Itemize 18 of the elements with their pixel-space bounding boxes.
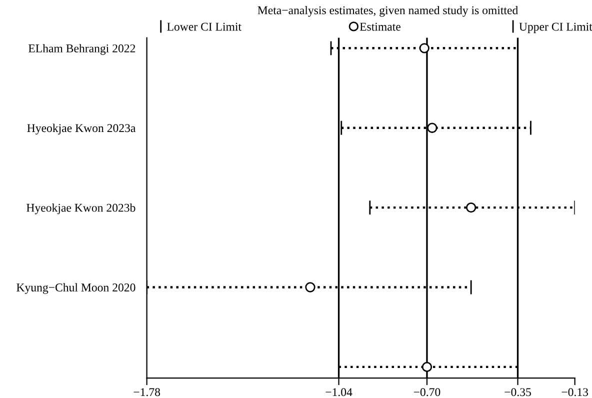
x-tick-label: −1.04 <box>326 388 352 396</box>
x-tick-label: −0.35 <box>504 388 531 396</box>
point <box>427 122 438 133</box>
y-tick-label: Kyung−Chul Moon 2020 <box>16 283 136 294</box>
legend-label: Estimate <box>360 22 400 31</box>
point <box>466 202 476 213</box>
x-tick-label: −0.70 <box>414 388 440 396</box>
point <box>422 362 432 372</box>
x-tick-label: −1.78 <box>134 388 160 396</box>
y-tick-label: Hyeokjae Kwon 2023a <box>27 124 136 135</box>
y-tick-label: ELham Behrangi 2022 <box>28 44 136 55</box>
point <box>305 282 316 292</box>
text: Upper CI Limit <box>519 22 592 34</box>
chart-title: Meta−analysis estimates, given named study is omitted <box>258 6 518 17</box>
point <box>419 43 430 54</box>
text: Lower CI Limit <box>167 22 242 31</box>
x-tick-label: −0.13 <box>562 388 588 396</box>
y-tick-label: Hyeokjae Kwon 2023b <box>26 203 136 214</box>
